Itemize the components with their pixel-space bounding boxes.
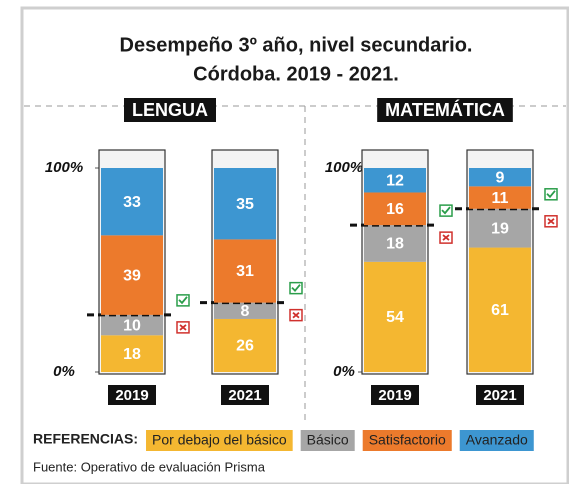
- bar-segment: [469, 208, 531, 248]
- y-tick-label: 100%: [325, 159, 363, 176]
- source: Fuente: Operativo de evaluación Prisma: [33, 459, 266, 474]
- bar-segment: [469, 186, 531, 209]
- data-label: 12: [386, 172, 404, 189]
- data-label: 31: [236, 263, 254, 280]
- legend-label: Satisfactorio: [369, 432, 446, 448]
- x-tick-label: 2019: [378, 387, 411, 404]
- y-tick-label: 0%: [333, 363, 355, 380]
- data-label: 16: [386, 201, 404, 218]
- legend-label: Por debajo del básico: [152, 432, 287, 448]
- bar-segment: [469, 168, 531, 187]
- chart-title: Córdoba. 2019 - 2021.: [193, 63, 399, 85]
- data-label: 26: [236, 338, 254, 355]
- bar-segment: [364, 192, 426, 226]
- cross-icon: [442, 234, 450, 241]
- panel-title: LENGUA: [132, 100, 208, 120]
- bar-segment: [364, 261, 426, 372]
- bar-segment: [214, 318, 276, 372]
- panel-title: MATEMÁTICA: [385, 99, 505, 120]
- legend-swatch: [300, 430, 355, 451]
- check-icon: [291, 284, 301, 292]
- data-label: 10: [123, 317, 141, 334]
- bar-segment: [101, 168, 163, 236]
- x-tick-label: 2021: [483, 387, 516, 404]
- data-label: 19: [491, 220, 509, 237]
- x-tick-label: 2021: [228, 387, 261, 404]
- legend-title: REFERENCIAS:: [33, 431, 138, 447]
- legend-label: Avanzado: [466, 432, 528, 448]
- bar-segment: [101, 314, 163, 336]
- check-icon: [178, 296, 188, 305]
- y-tick-label: 100%: [45, 159, 83, 176]
- legend-swatch: [459, 430, 534, 451]
- check-icon: [546, 190, 556, 199]
- data-label: 54: [386, 309, 404, 326]
- y-tick-label: 0%: [53, 363, 75, 380]
- data-label: 39: [123, 267, 141, 284]
- data-label: 18: [123, 346, 141, 363]
- data-label: 33: [123, 194, 141, 211]
- category-box: [108, 385, 156, 405]
- data-label: 11: [492, 190, 509, 207]
- category-box: [476, 385, 524, 405]
- bar-segment: [101, 335, 163, 372]
- bar-segment: [214, 168, 276, 240]
- data-label: 61: [491, 302, 509, 319]
- bar-segment: [101, 235, 163, 315]
- bar-segment: [469, 247, 531, 372]
- bar-segment: [214, 302, 276, 319]
- x-tick-label: 2019: [115, 387, 148, 404]
- chart-title: Desempeño 3º año, nivel secundario.: [120, 34, 473, 56]
- cross-icon: [292, 311, 300, 319]
- category-box: [221, 385, 269, 405]
- check-icon: [441, 206, 451, 215]
- bar-segment: [364, 225, 426, 262]
- bar-segment: [364, 168, 426, 193]
- legend-label: Básico: [307, 432, 349, 448]
- frame: [20, 6, 569, 484]
- data-label: 18: [386, 236, 404, 253]
- data-label: 8: [241, 303, 250, 320]
- data-label: 35: [236, 196, 254, 213]
- panel-title-box: [124, 98, 216, 122]
- legend-swatch: [146, 430, 293, 451]
- category-box: [371, 385, 419, 405]
- cross-icon: [547, 218, 555, 225]
- legend-swatch: [362, 430, 452, 451]
- cross-icon: [179, 324, 187, 331]
- data-label: 9: [496, 169, 505, 186]
- panel-title-box: [377, 98, 513, 122]
- bar-segment: [214, 239, 276, 303]
